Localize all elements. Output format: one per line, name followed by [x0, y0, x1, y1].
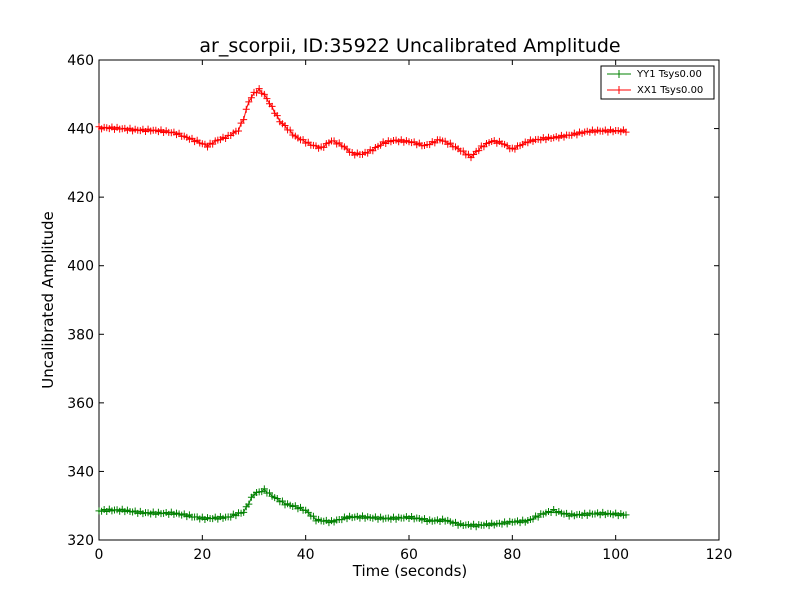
- data-point-xx1: [475, 147, 483, 155]
- y-tick-label: 440: [67, 122, 94, 138]
- series-xx1: [95, 85, 630, 162]
- y-tick-label: 460: [67, 53, 94, 69]
- y-tick-label: 320: [67, 533, 94, 549]
- data-point-xx1: [255, 85, 263, 93]
- series-layer: [95, 85, 630, 531]
- data-point-xx1: [263, 95, 271, 103]
- x-tick-label: 100: [602, 547, 629, 563]
- x-tick-label: 60: [400, 547, 418, 563]
- data-point-xx1: [204, 143, 211, 151]
- axis-ticks: 0 20 40 60 80 100 120 320 340 360 380 400 420 440 460: [67, 53, 732, 563]
- legend-label-yy1: YY1 Tsys0.00: [636, 69, 702, 80]
- data-point-xx1: [320, 143, 328, 151]
- y-axis-label: Uncalibrated Amplitude: [39, 211, 57, 388]
- x-tick-label: 20: [193, 547, 211, 563]
- x-tick-label: 40: [297, 547, 315, 563]
- data-point-yy1: [304, 508, 312, 516]
- data-point-xx1: [247, 94, 255, 102]
- data-point-yy1: [245, 500, 253, 508]
- data-point-xx1: [242, 105, 250, 113]
- data-point-xx1: [622, 128, 630, 136]
- legend-marker-yy1: [615, 70, 623, 78]
- data-point-xx1: [281, 122, 289, 129]
- y-tick-label: 400: [67, 259, 94, 275]
- data-point-xx1: [459, 147, 467, 155]
- data-point-yy1: [240, 508, 248, 516]
- data-point-xx1: [299, 136, 307, 144]
- legend-box: [600, 65, 715, 100]
- data-point-xx1: [235, 127, 242, 135]
- legend: YY1 Tsys0.00 XX1 Tsys0.00: [600, 65, 715, 100]
- data-point-xx1: [273, 112, 281, 120]
- data-point-xx1: [260, 90, 268, 98]
- data-point-xx1: [268, 102, 276, 110]
- x-tick-label: 80: [503, 547, 521, 563]
- data-point-yy1: [278, 497, 286, 505]
- data-point-yy1: [260, 485, 268, 493]
- x-axis-label: Time (seconds): [352, 562, 468, 580]
- y-tick-label: 380: [67, 327, 94, 343]
- data-point-yy1: [309, 512, 317, 520]
- x-tick-label: 120: [706, 547, 733, 563]
- y-tick-label: 340: [67, 464, 94, 480]
- legend-label-xx1: XX1 Tsys0.00: [637, 85, 703, 96]
- data-point-xx1: [286, 126, 294, 134]
- data-point-xx1: [245, 98, 253, 106]
- data-point-xx1: [240, 116, 248, 124]
- data-point-yy1: [622, 511, 630, 519]
- y-tick-label: 420: [67, 190, 94, 206]
- legend-marker-xx1: [615, 86, 623, 94]
- data-point-xx1: [446, 139, 454, 147]
- y-tick-label: 360: [67, 396, 94, 412]
- x-tick-label: 0: [95, 547, 104, 563]
- series-yy1: [95, 485, 630, 531]
- chart-title: ar_scorpii, ID:35922 Uncalibrated Amplit…: [199, 35, 620, 57]
